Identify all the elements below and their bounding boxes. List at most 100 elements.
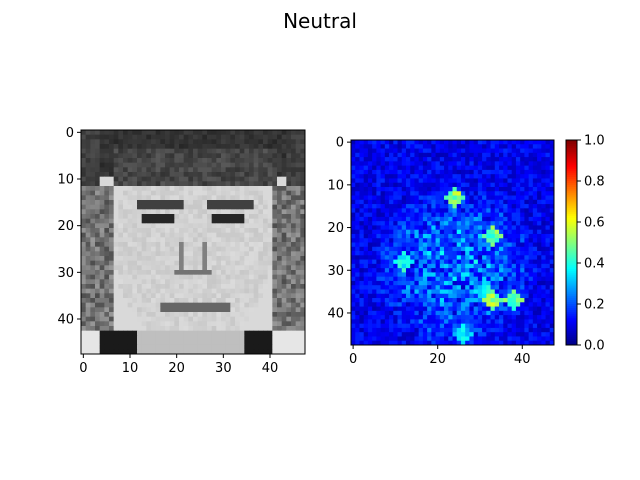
pixel-cell	[235, 195, 241, 201]
pixel-cell	[482, 340, 487, 346]
pixel-cell	[397, 285, 403, 290]
pixel-cell	[146, 312, 152, 318]
pixel-cell	[197, 190, 203, 196]
pixel-cell	[137, 340, 143, 346]
pixel-cell	[197, 302, 203, 308]
pixel-cell	[239, 218, 245, 224]
pixel-cell	[490, 178, 496, 184]
pixel-cell	[239, 195, 245, 201]
pixel-cell	[253, 181, 259, 187]
pixel-cell	[230, 209, 236, 215]
pixel-cell	[494, 268, 500, 273]
pixel-cell	[141, 204, 147, 210]
pixel-cell	[380, 165, 386, 171]
pixel-cell	[123, 228, 129, 234]
pixel-cell	[515, 199, 521, 205]
pixel-cell	[469, 268, 475, 273]
pixel-cell	[448, 332, 453, 337]
pixel-cell	[393, 310, 398, 316]
colorbar-segment	[566, 228, 577, 231]
pixel-cell	[541, 144, 546, 149]
pixel-cell	[456, 229, 462, 235]
pixel-cell	[118, 326, 124, 332]
pixel-cell	[414, 268, 420, 273]
pixel-cell	[414, 327, 420, 333]
pixel-cell	[541, 233, 546, 239]
pixel-cell	[127, 288, 133, 294]
pixel-cell	[401, 289, 407, 295]
pixel-cell	[384, 212, 390, 218]
pixel-cell	[137, 214, 143, 220]
pixel-cell	[401, 212, 407, 218]
pixel-cell	[351, 182, 356, 188]
pixel-cell	[384, 268, 390, 273]
pixel-cell	[249, 176, 255, 182]
pixel-cell	[81, 265, 87, 271]
pixel-cell	[452, 293, 458, 299]
pixel-cell	[277, 242, 283, 248]
pixel-cell	[376, 285, 382, 290]
pixel-cell	[359, 263, 365, 269]
colorbar-segment	[566, 219, 577, 223]
pixel-cell	[179, 139, 185, 145]
pixel-cell	[244, 195, 250, 201]
pixel-cell	[132, 237, 138, 243]
pixel-cell	[397, 310, 403, 316]
pixel-cell	[81, 232, 87, 238]
pixel-cell	[225, 228, 231, 234]
pixel-cell	[295, 186, 301, 192]
pixel-cell	[422, 293, 428, 299]
pixel-cell	[300, 274, 306, 280]
pixel-cell	[151, 148, 157, 154]
pixel-cell	[249, 335, 255, 341]
pixel-cell	[359, 293, 365, 299]
pixel-cell	[439, 186, 445, 192]
pixel-cell	[507, 144, 513, 149]
pixel-cell	[141, 209, 147, 215]
pixel-cell	[511, 233, 517, 239]
pixel-cell	[249, 228, 255, 234]
pixel-cell	[99, 158, 105, 164]
pixel-cell	[267, 228, 273, 234]
pixel-cell	[503, 263, 508, 269]
pixel-cell	[281, 214, 287, 220]
pixel-cell	[174, 153, 180, 159]
pixel-cell	[524, 251, 530, 256]
pixel-cell	[295, 214, 301, 220]
pixel-cell	[503, 251, 508, 256]
pixel-cell	[258, 232, 264, 238]
pixel-cell	[494, 332, 500, 337]
colorbar-segment	[566, 205, 577, 209]
pixel-cell	[221, 139, 227, 145]
pixel-cell	[95, 326, 101, 332]
pixel-cell	[397, 272, 403, 278]
pixel-cell	[393, 289, 398, 295]
pixel-cell	[422, 306, 428, 312]
pixel-cell	[397, 178, 403, 184]
pixel-cell	[355, 289, 360, 295]
pixel-cell	[132, 139, 138, 145]
pixel-cell	[490, 310, 496, 316]
pixel-cell	[410, 293, 415, 299]
pixel-cell	[372, 246, 377, 252]
pixel-cell	[545, 319, 551, 325]
pixel-cell	[258, 162, 264, 168]
pixel-cell	[193, 237, 199, 243]
pixel-cell	[95, 279, 101, 285]
pixel-cell	[151, 167, 157, 173]
pixel-cell	[123, 349, 129, 355]
pixel-cell	[300, 200, 306, 206]
pixel-cell	[263, 242, 269, 248]
pixel-cell	[507, 276, 513, 282]
pixel-cell	[435, 268, 441, 273]
pixel-cell	[109, 204, 115, 210]
pixel-cell	[367, 242, 373, 248]
pixel-cell	[174, 172, 180, 178]
pixel-cell	[541, 204, 546, 209]
pixel-cell	[123, 181, 129, 187]
pixel-cell	[263, 176, 269, 182]
pixel-cell	[452, 289, 458, 295]
pixel-cell	[389, 157, 394, 162]
pixel-cell	[414, 298, 420, 303]
pixel-cell	[372, 152, 377, 158]
